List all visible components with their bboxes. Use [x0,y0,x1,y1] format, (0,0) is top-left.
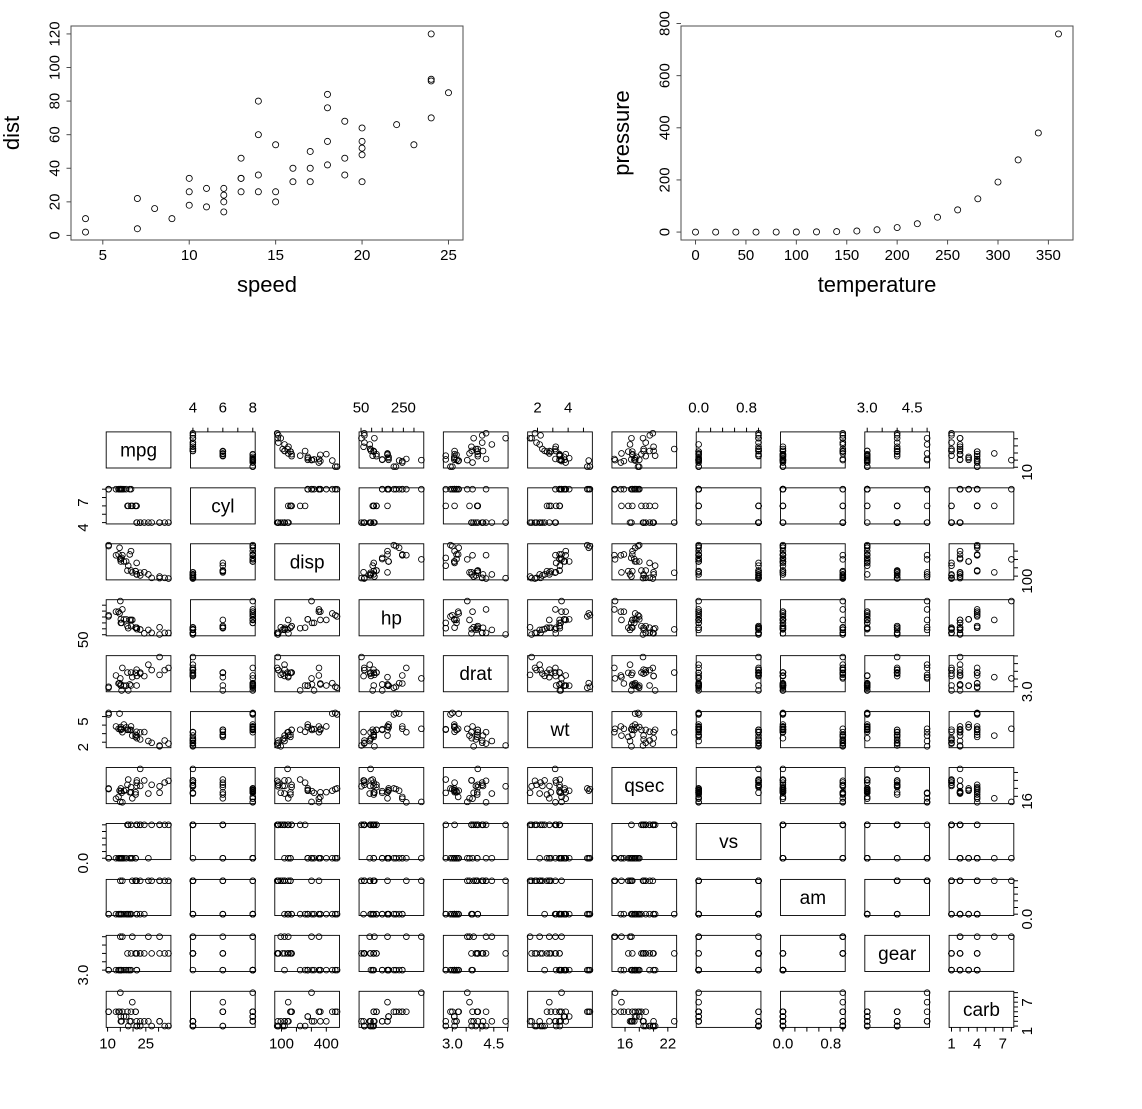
svg-text:100: 100 [784,247,809,264]
svg-text:800: 800 [657,11,674,36]
svg-text:22: 22 [659,1036,676,1053]
svg-text:vs: vs [719,832,738,853]
svg-text:10: 10 [181,247,198,264]
svg-text:200: 200 [657,167,674,192]
svg-text:25: 25 [137,1036,154,1053]
svg-text:0.0: 0.0 [688,400,709,417]
svg-text:10: 10 [1019,464,1036,481]
svg-text:350: 350 [1036,247,1061,264]
svg-text:50: 50 [75,631,92,648]
svg-text:1: 1 [1019,1027,1036,1035]
svg-text:50: 50 [353,400,370,417]
svg-text:6: 6 [219,400,227,417]
svg-text:600: 600 [657,63,674,88]
svg-text:2: 2 [533,400,541,417]
svg-text:am: am [800,888,826,909]
svg-text:7: 7 [999,1036,1007,1053]
svg-text:0.8: 0.8 [736,400,757,417]
svg-text:disp: disp [290,552,325,573]
svg-text:wt: wt [550,720,571,741]
svg-text:0: 0 [47,231,64,239]
svg-text:20: 20 [47,194,64,211]
svg-text:3.0: 3.0 [75,965,92,986]
svg-text:150: 150 [834,247,859,264]
svg-text:0.0: 0.0 [1019,909,1036,930]
svg-text:3.0: 3.0 [857,400,878,417]
svg-text:speed: speed [237,272,297,297]
svg-text:250: 250 [391,400,416,417]
svg-text:0.0: 0.0 [75,853,92,874]
svg-text:3.0: 3.0 [442,1036,463,1053]
svg-text:1: 1 [947,1036,955,1053]
svg-text:mpg: mpg [120,440,157,461]
svg-text:15: 15 [267,247,284,264]
svg-text:8: 8 [249,400,257,417]
svg-text:400: 400 [314,1036,339,1053]
svg-text:qsec: qsec [624,776,664,797]
svg-text:100: 100 [1019,569,1036,594]
svg-text:4: 4 [973,1036,981,1053]
svg-text:4: 4 [75,523,92,531]
svg-text:80: 80 [47,93,64,110]
svg-text:carb: carb [963,1000,1000,1021]
svg-text:temperature: temperature [818,272,937,297]
svg-text:4.5: 4.5 [902,400,923,417]
svg-text:5: 5 [75,717,92,725]
svg-text:25: 25 [440,247,457,264]
svg-text:100: 100 [47,55,64,80]
svg-text:4.5: 4.5 [483,1036,504,1053]
svg-text:4: 4 [189,400,197,417]
svg-text:hp: hp [381,608,402,629]
svg-text:dist: dist [0,116,24,150]
svg-text:0.8: 0.8 [820,1036,841,1053]
svg-text:16: 16 [617,1036,634,1053]
svg-text:10: 10 [99,1036,116,1053]
svg-text:7: 7 [75,498,92,506]
svg-text:20: 20 [354,247,371,264]
svg-text:0: 0 [691,247,699,264]
svg-text:60: 60 [47,126,64,143]
svg-text:100: 100 [269,1036,294,1053]
svg-text:40: 40 [47,160,64,177]
svg-text:drat: drat [459,664,492,685]
svg-text:200: 200 [885,247,910,264]
svg-text:0: 0 [657,228,674,236]
svg-text:7: 7 [1019,998,1036,1006]
svg-text:3.0: 3.0 [1019,681,1036,702]
svg-text:pressure: pressure [609,90,634,176]
svg-text:4: 4 [564,400,572,417]
svg-text:300: 300 [985,247,1010,264]
svg-text:16: 16 [1019,793,1036,810]
svg-text:cyl: cyl [211,496,234,517]
svg-text:0.0: 0.0 [772,1036,793,1053]
svg-text:gear: gear [878,944,917,965]
svg-text:400: 400 [657,115,674,140]
svg-text:120: 120 [47,21,64,46]
svg-text:2: 2 [75,743,92,751]
svg-text:50: 50 [738,247,755,264]
svg-text:5: 5 [99,247,107,264]
svg-text:250: 250 [935,247,960,264]
